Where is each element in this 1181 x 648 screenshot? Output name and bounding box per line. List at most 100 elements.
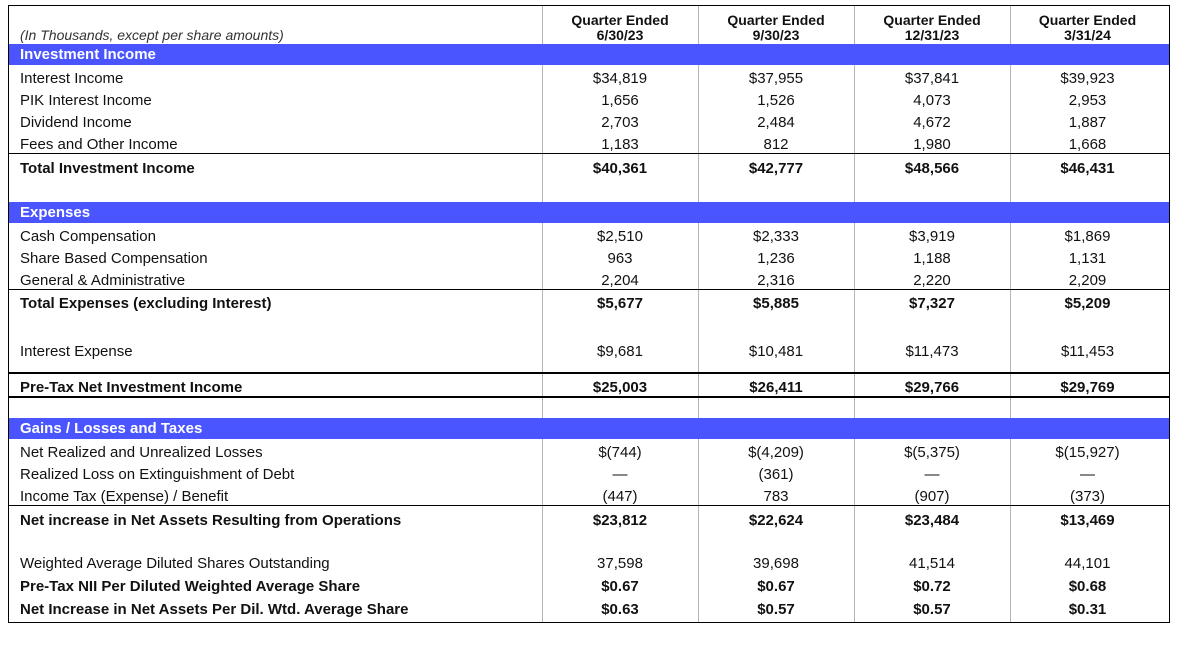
table-row: Net Realized and Unrealized Losses $(744)… — [9, 439, 1169, 461]
table-row: Dividend Income 2,703 2,484 4,672 1,887 — [9, 109, 1169, 131]
column-divider — [1010, 6, 1011, 622]
table-row: Fees and Other Income 1,183 812 1,980 1,668 — [9, 131, 1169, 153]
row-label: Interest Income — [20, 70, 124, 87]
value-cell: $0.68 — [1068, 578, 1107, 595]
financial-table: (In Thousands, except per share amounts)… — [8, 5, 1170, 623]
value-cell: $5,885 — [753, 295, 799, 312]
value-cell: $0.63 — [601, 601, 639, 618]
value-cell: 1,887 — [1068, 114, 1107, 131]
value-cell: 2,204 — [601, 272, 639, 289]
value-cell: $2,510 — [597, 228, 643, 245]
value-cell: $(15,927) — [1055, 444, 1120, 461]
section-title: Investment Income — [20, 46, 156, 63]
value-cell: $39,923 — [1060, 70, 1115, 87]
value-cell: $0.67 — [757, 578, 795, 595]
value-cell: (907) — [914, 488, 950, 505]
column-header-line2: 6/30/23 — [596, 27, 644, 43]
value-cell: $42,777 — [748, 160, 804, 177]
section-header-gains-losses-taxes: Gains / Losses and Taxes — [9, 418, 1169, 439]
value-cell: $0.67 — [601, 578, 639, 595]
interest-expense-row: Interest Expense $9,681 $10,481 $11,473 $11,… — [9, 338, 1169, 360]
section-title: Gains / Losses and Taxes — [20, 420, 203, 437]
value-cell: 44,101 — [1064, 555, 1111, 572]
row-label: Pre-Tax Net Investment Income — [20, 379, 243, 396]
value-cell: 2,209 — [1068, 272, 1107, 289]
value-cell: (361) — [758, 466, 794, 483]
section-title: Expenses — [20, 204, 91, 221]
value-cell: $48,566 — [904, 160, 960, 177]
value-cell: 1,236 — [757, 250, 795, 267]
value-cell: $(744) — [598, 444, 642, 461]
value-cell: — — [1080, 466, 1095, 483]
value-cell: $0.72 — [913, 578, 951, 595]
row-label: General & Administrative — [20, 272, 186, 289]
value-cell: 2,703 — [601, 114, 639, 131]
row-label: Fees and Other Income — [20, 136, 178, 153]
table-row: Share Based Compensation 963 1,236 1,188 1,1… — [9, 245, 1169, 267]
value-cell: $11,453 — [1060, 343, 1115, 360]
spacer — [9, 618, 1169, 622]
value-cell: 1,131 — [1068, 250, 1107, 267]
value-cell: $29,769 — [1060, 379, 1115, 396]
value-cell: $37,955 — [748, 70, 804, 87]
column-header-q4: Quarter Ended 3/31/24 — [1010, 13, 1165, 44]
value-cell: 2,220 — [913, 272, 951, 289]
column-divider — [542, 6, 543, 622]
table-row: Pre-Tax NII Per Diluted Weighted Average… — [9, 572, 1169, 595]
column-header-line2: 3/31/24 — [1064, 27, 1111, 43]
value-cell: 4,073 — [913, 92, 951, 109]
value-cell: $0.57 — [757, 601, 795, 618]
investment-income-rows: Interest Income $34,819 $37,955 $37,841 $39,… — [9, 65, 1169, 153]
table-row: Weighted Average Diluted Shares Outstand… — [9, 550, 1169, 572]
row-label: Net Realized and Unrealized Losses — [20, 444, 263, 461]
value-cell: 963 — [607, 250, 633, 267]
value-cell: 39,698 — [753, 555, 799, 572]
section-header-expenses: Expenses — [9, 202, 1169, 223]
value-cell: 37,598 — [597, 555, 643, 572]
value-cell: $5,677 — [597, 295, 643, 312]
value-cell: (447) — [602, 488, 638, 505]
column-header-q3: Quarter Ended 12/31/23 — [854, 13, 1010, 44]
value-cell: (373) — [1069, 488, 1106, 505]
value-cell: $34,819 — [592, 70, 648, 87]
column-header-line1: Quarter Ended — [571, 12, 669, 28]
value-cell: $13,469 — [1060, 512, 1115, 529]
units-note: (In Thousands, except per share amounts) — [20, 27, 284, 43]
section-header-investment-income: Investment Income — [9, 44, 1169, 65]
value-cell: 2,316 — [757, 272, 795, 289]
value-cell: — — [612, 466, 628, 483]
value-cell: 783 — [763, 488, 789, 505]
table-row: Net Increase in Net Assets Per Dil. Wtd.… — [9, 595, 1169, 618]
row-label: Net Increase in Net Assets Per Dil. Wtd.… — [20, 601, 409, 618]
value-cell: $22,624 — [748, 512, 804, 529]
value-cell: 1,526 — [757, 92, 795, 109]
value-cell: 1,656 — [601, 92, 639, 109]
column-header-line2: 12/31/23 — [904, 27, 960, 43]
value-cell: 2,484 — [757, 114, 795, 131]
value-cell: $3,919 — [909, 228, 955, 245]
row-label: Income Tax (Expense) / Benefit — [20, 488, 229, 505]
value-cell: $(5,375) — [904, 444, 960, 461]
value-cell: $0.31 — [1068, 601, 1107, 618]
column-header-q2: Quarter Ended 9/30/23 — [698, 13, 854, 44]
row-label: Dividend Income — [20, 114, 132, 131]
table-row: Interest Income $34,819 $37,955 $37,841 $39,… — [9, 65, 1169, 87]
value-cell: $9,681 — [597, 343, 643, 360]
value-cell: $23,484 — [904, 512, 960, 529]
row-label: Interest Expense — [20, 343, 133, 360]
value-cell: $10,481 — [748, 343, 804, 360]
table-grid: (In Thousands, except per share amounts)… — [9, 6, 1169, 622]
value-cell: $1,869 — [1064, 228, 1111, 245]
spacer — [9, 529, 1169, 550]
table-row: PIK Interest Income 1,656 1,526 4,073 2,953 — [9, 87, 1169, 109]
row-label: Net increase in Net Assets Resulting fro… — [20, 512, 402, 529]
table-row: Realized Loss on Extinguishment of Debt —… — [9, 461, 1169, 483]
value-cell: $0.57 — [913, 601, 951, 618]
value-cell: 1,668 — [1068, 136, 1107, 153]
value-cell: 1,980 — [913, 136, 951, 153]
value-cell: $37,841 — [904, 70, 960, 87]
value-cell: 2,953 — [1068, 92, 1107, 109]
value-cell: $40,361 — [592, 160, 648, 177]
value-cell: $11,473 — [905, 343, 959, 360]
net-increase-row: Net increase in Net Assets Resulting fro… — [9, 505, 1169, 529]
